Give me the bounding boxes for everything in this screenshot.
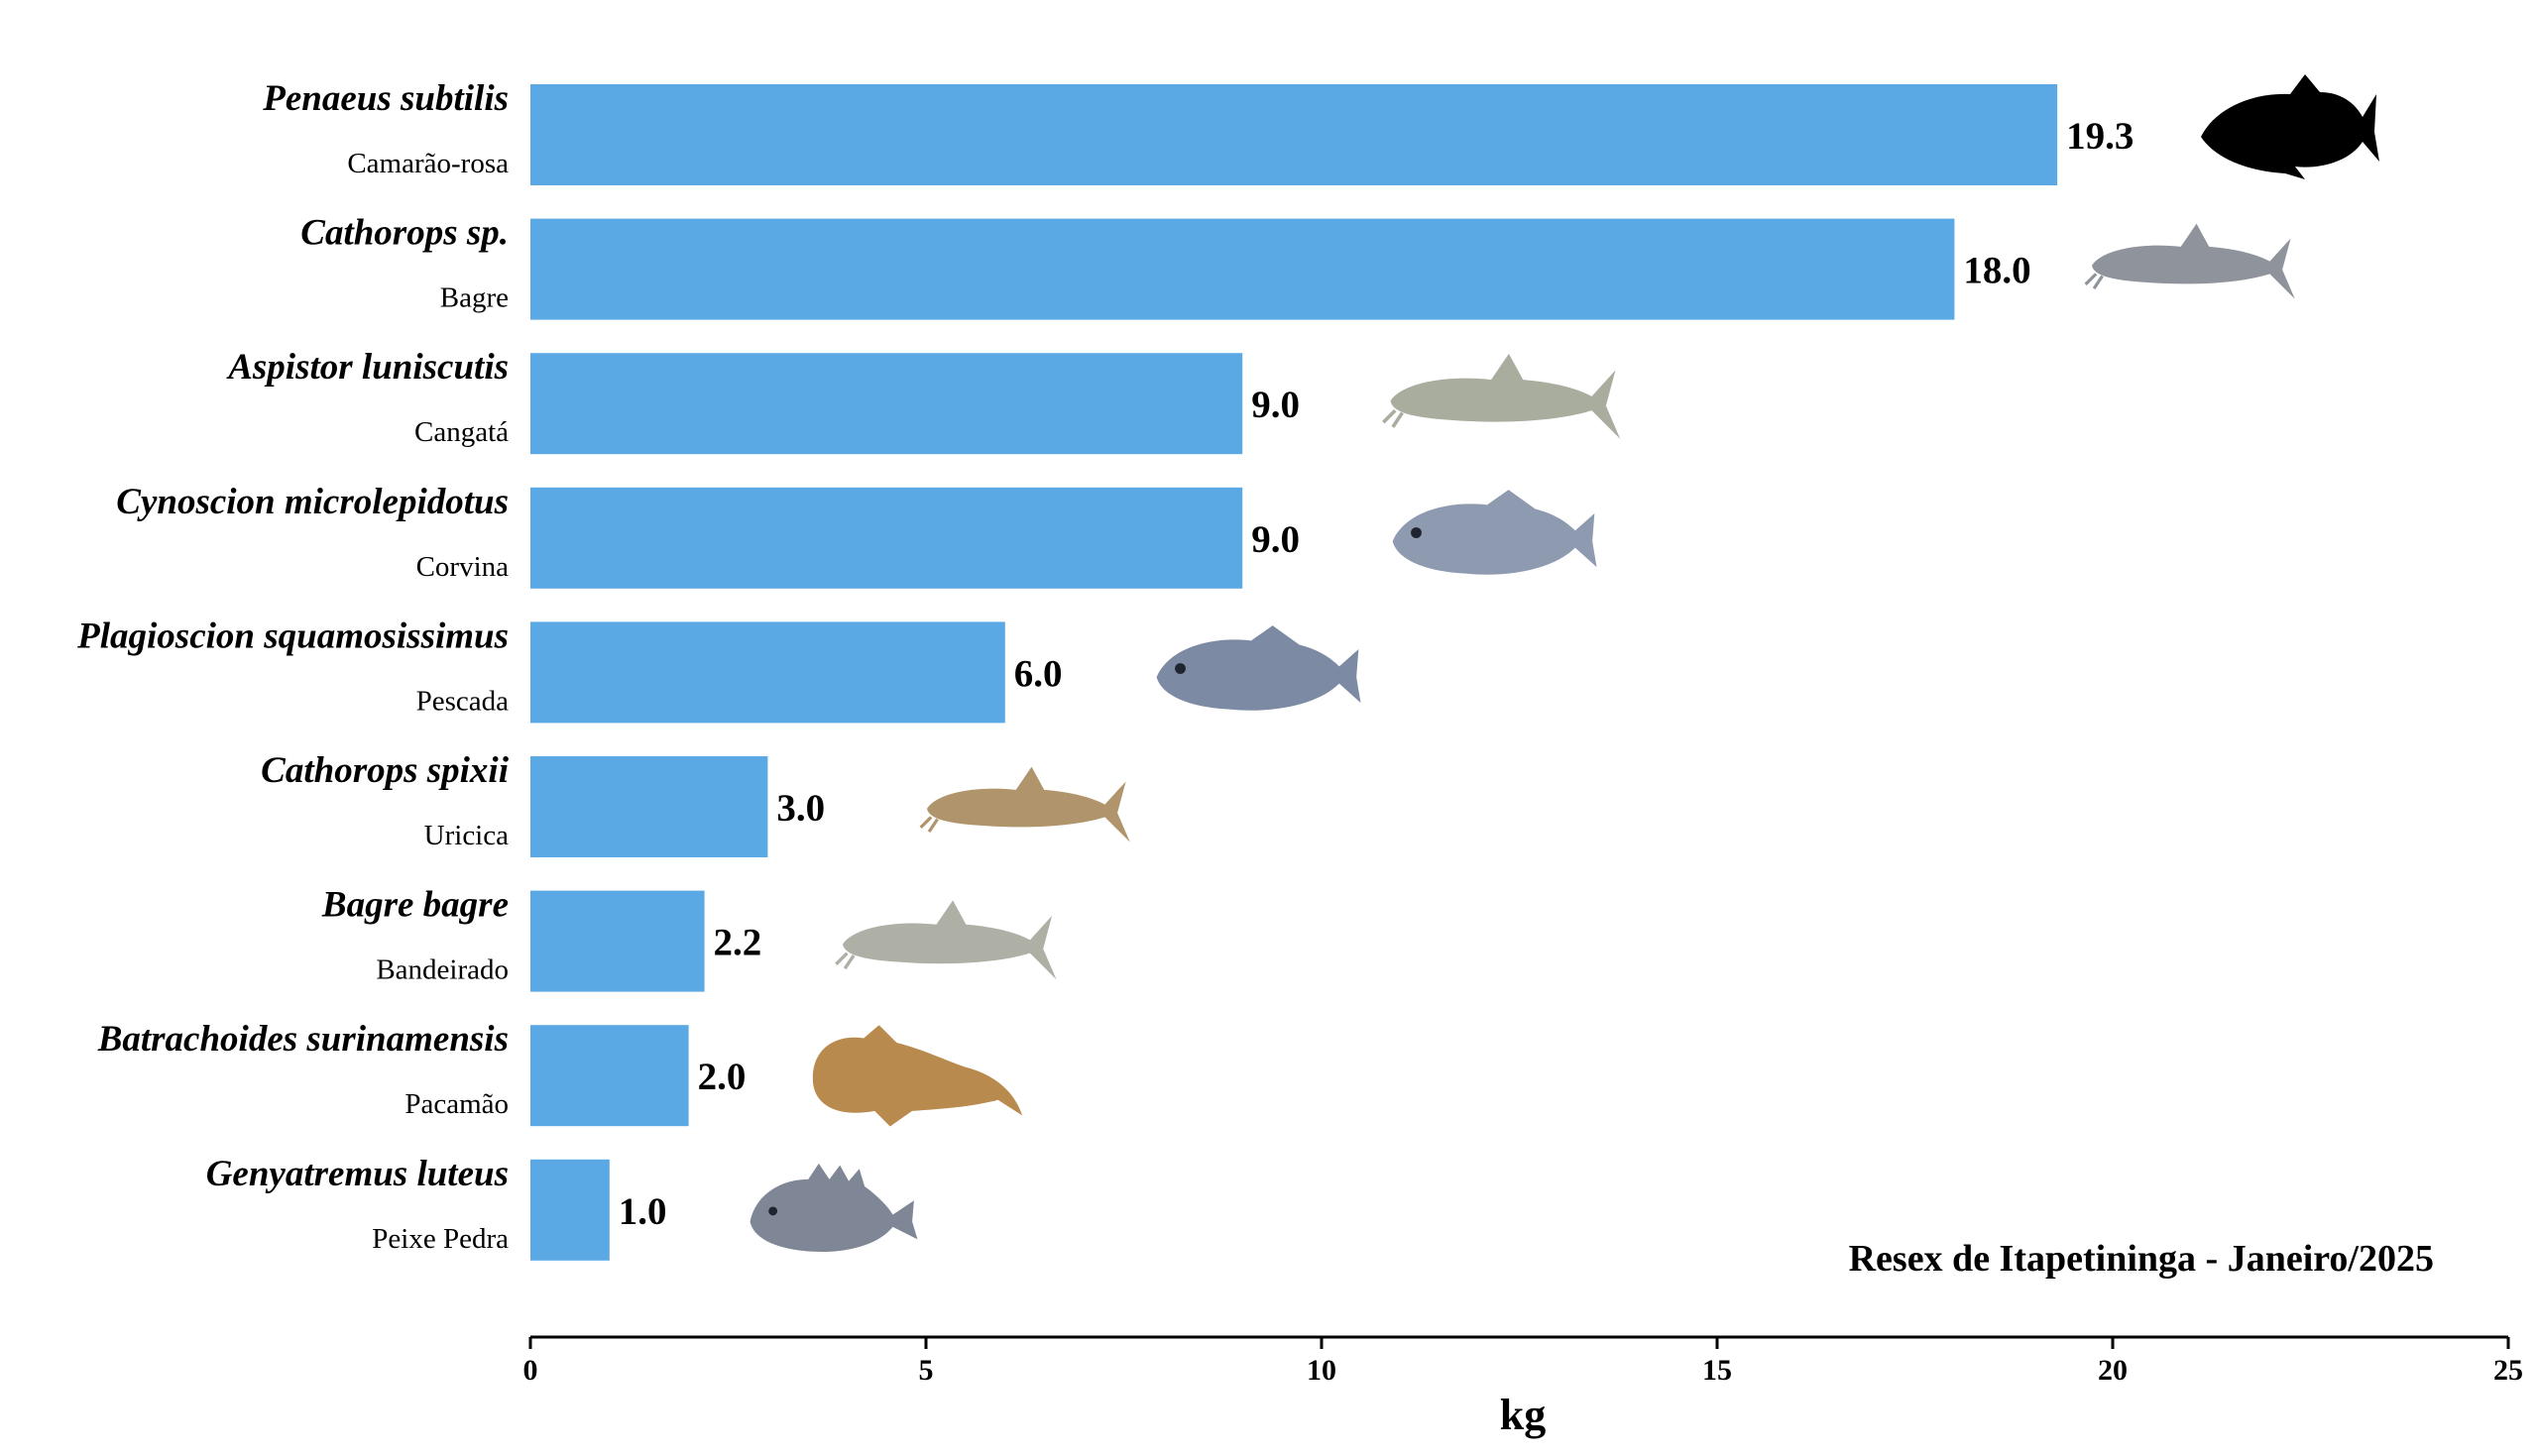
bar bbox=[530, 621, 1005, 724]
bar bbox=[530, 487, 1243, 589]
value-labels: 19.3 18.0 9.0 9.0 6.0 3.0 2.2 2.0 1.0 bbox=[619, 115, 2134, 1233]
croaker-icon bbox=[1156, 625, 1361, 711]
value-label: 19.3 bbox=[2066, 115, 2134, 158]
bar bbox=[530, 890, 705, 992]
catfish-icon bbox=[919, 766, 1130, 842]
category-scientific-name: Batrachoides surinamensis bbox=[97, 1019, 509, 1060]
category-scientific-name: Cathorops sp. bbox=[300, 213, 509, 254]
category-common-name: Cangatá bbox=[414, 416, 509, 448]
x-tick-label: 20 bbox=[2098, 1354, 2128, 1387]
chart-annotation: Resex de Itapetininga - Janeiro/2025 bbox=[1849, 1238, 2434, 1280]
value-label: 9.0 bbox=[1251, 384, 1300, 426]
x-tick-label: 10 bbox=[1307, 1354, 1336, 1387]
species-icons bbox=[750, 74, 2379, 1253]
toadfish-icon bbox=[812, 1025, 1023, 1127]
x-tick-label: 5 bbox=[919, 1354, 934, 1387]
category-common-name: Corvina bbox=[416, 551, 510, 583]
x-axis-title: kg bbox=[1500, 1391, 1546, 1439]
category-common-name: Pacamão bbox=[404, 1088, 509, 1120]
bar bbox=[530, 1025, 689, 1127]
category-common-name: Bandeirado bbox=[376, 954, 509, 986]
bars-layer bbox=[530, 84, 2058, 1261]
category-common-name: Peixe Pedra bbox=[372, 1223, 509, 1255]
x-tick-label: 0 bbox=[523, 1354, 538, 1387]
category-scientific-name: Penaeus subtilis bbox=[262, 78, 509, 119]
category-labels: Penaeus subtilis Camarão-rosa Cathorops sp… bbox=[76, 78, 510, 1255]
bar bbox=[530, 218, 1955, 320]
category-scientific-name: Plagioscion squamosissimus bbox=[76, 616, 509, 656]
bar bbox=[530, 84, 2058, 185]
value-label: 18.0 bbox=[1963, 250, 2030, 292]
catfish-icon bbox=[835, 900, 1057, 980]
category-common-name: Camarão-rosa bbox=[347, 148, 509, 179]
category-scientific-name: Aspistor luniscutis bbox=[226, 347, 509, 388]
value-label: 2.2 bbox=[714, 922, 762, 964]
catfish-icon bbox=[1382, 353, 1621, 439]
category-common-name: Uricica bbox=[424, 820, 509, 851]
croaker-icon bbox=[1392, 490, 1597, 575]
category-common-name: Pescada bbox=[416, 685, 510, 717]
category-scientific-name: Bagre bagre bbox=[321, 885, 509, 926]
value-label: 2.0 bbox=[698, 1056, 747, 1098]
grunt-icon bbox=[750, 1163, 918, 1253]
value-label: 3.0 bbox=[776, 787, 825, 830]
x-tick-label: 25 bbox=[2493, 1354, 2523, 1387]
bar bbox=[530, 1159, 610, 1261]
catfish-icon bbox=[2084, 223, 2295, 299]
fish-silhouette-icon bbox=[2201, 74, 2379, 179]
value-label: 1.0 bbox=[619, 1190, 667, 1233]
value-label: 9.0 bbox=[1251, 518, 1300, 561]
x-tick-label: 15 bbox=[1702, 1354, 1732, 1387]
category-scientific-name: Genyatremus luteus bbox=[206, 1154, 509, 1194]
category-scientific-name: Cynoscion microlepidotus bbox=[116, 482, 509, 522]
value-label: 6.0 bbox=[1014, 652, 1063, 695]
bar bbox=[530, 353, 1243, 455]
x-axis: 0 5 10 15 20 25 bbox=[523, 1335, 2523, 1387]
category-scientific-name: Cathorops spixii bbox=[261, 750, 510, 791]
category-common-name: Bagre bbox=[440, 282, 509, 314]
bar bbox=[530, 756, 768, 857]
